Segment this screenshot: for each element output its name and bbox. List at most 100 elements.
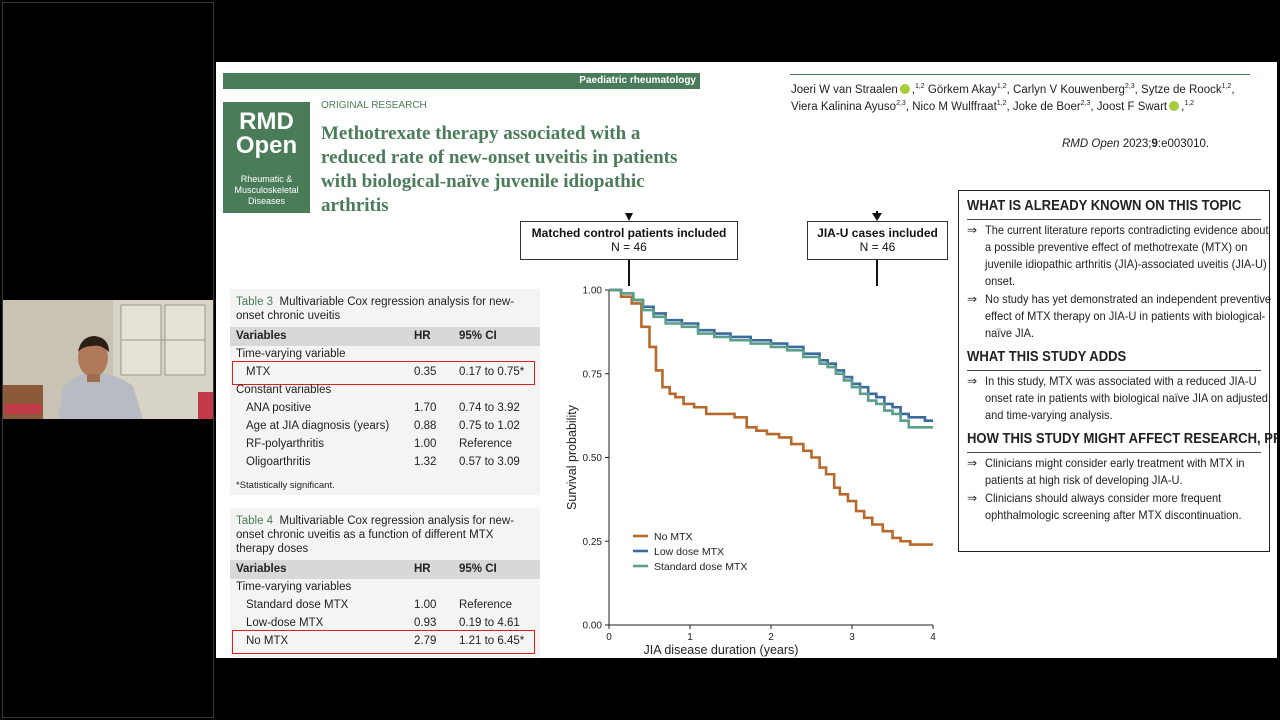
author-entry: Görkem Akay1,2, (927, 83, 1014, 96)
orcid-icon[interactable] (1169, 101, 1180, 112)
table-row: Standard dose MTX 1.00 Reference (230, 597, 540, 615)
row-hr: 0.88 (414, 420, 437, 432)
flow-arrow-left (625, 213, 633, 221)
author-affiliation: 2,3 (1124, 83, 1135, 90)
key-section-heading: WHAT THIS STUDY ADDS (967, 349, 1127, 365)
row-label: Time-varying variables (236, 581, 352, 593)
row-label: RF-polyarthritis (246, 438, 324, 450)
key-section-heading: WHAT IS ALREADY KNOWN ON THIS TOPIC (967, 198, 1242, 214)
flow-connectors (625, 211, 882, 286)
legend-label: Low dose MTX (654, 546, 724, 558)
author-entry: Carlyn V Kouwenberg2,3, (1013, 83, 1142, 96)
table-label: Table 3 (236, 296, 274, 308)
flow-box-cases-n: N = 46 (859, 240, 896, 254)
author-name: Joeri W van Straalen (791, 83, 898, 96)
implies-arrow-icon: ⇒ (967, 456, 978, 470)
table-section-row: Time-varying variables (230, 579, 540, 597)
row-ci: 1.21 to 6.45* (459, 635, 525, 647)
x-axis-title: JIA disease duration (years) (644, 643, 799, 657)
author-affiliation: 1,2 (996, 83, 1007, 90)
table-caption: Table 4 Multivariable Cox regression ana… (230, 508, 540, 556)
author-affiliation: 1,2 (914, 83, 925, 90)
flow-box-cases: JIA-U cases included N = 46 (807, 221, 948, 260)
key-message-text: Clinicians should always consider more f… (985, 491, 1242, 522)
author-entry: Joeri W van Straalen ,1,2 (791, 83, 925, 96)
table-row: Low-dose MTX 0.93 0.19 to 4.61 (230, 615, 540, 633)
webcam-video-feed[interactable] (3, 300, 213, 419)
key-message-item: ⇒ The current literature reports contradi… (967, 222, 1269, 290)
x-tick-label: 3 (849, 632, 855, 643)
table-header: Variables HR 95% CI (230, 327, 540, 346)
column-header: Variables (236, 330, 287, 342)
column-header: 95% CI (459, 563, 497, 575)
key-message-item: ⇒ In this study, MTX was associated with … (967, 373, 1268, 424)
row-label: ANA positive (246, 402, 312, 414)
row-hr: 1.32 (414, 456, 437, 468)
series-line-low-dose-mtx (609, 288, 933, 422)
author-affiliation: 1,2 (996, 100, 1007, 108)
y-tick-label: 0.25 (583, 537, 603, 548)
section-label: Paediatric rheumatology (579, 75, 696, 86)
flow-box-cases-title: JIA-U cases included (817, 226, 938, 240)
author-list: Joeri W van Straalen ,1,2 Görkem Akay1,2,… (791, 80, 1261, 115)
row-ci: 0.74 to 3.92 (459, 402, 520, 414)
implies-arrow-icon: ⇒ (967, 223, 978, 237)
table-header: Variables HR 95% CI (230, 560, 540, 579)
x-tick-label: 0 (606, 632, 612, 643)
row-label: Low-dose MTX (246, 617, 324, 629)
author-affiliation: 1,2 (1221, 83, 1232, 90)
row-label: Time-varying variable (236, 348, 346, 360)
author-name: Joost F Swart (1096, 101, 1168, 114)
row-hr: 1.00 (414, 599, 437, 611)
y-axis-title: Survival probability (565, 404, 579, 510)
author-divider (790, 74, 1250, 75)
logo-subtitle: Rheumatic & Musculoskeletal Diseases (234, 174, 299, 206)
author-affiliation: 2,3 (896, 100, 906, 108)
author-name: Sytze de Roock (1141, 83, 1222, 96)
row-hr: 2.79 (414, 635, 437, 647)
row-ci: 0.17 to 0.75* (459, 366, 525, 378)
citation-article: :e003010. (1157, 138, 1210, 150)
row-label: Oligoarthritis (246, 456, 311, 468)
row-hr: 1.00 (414, 438, 437, 450)
key-message-item: ⇒ Clinicians should always consider more … (967, 490, 1261, 524)
series-line-no-mtx (609, 288, 933, 546)
orcid-icon[interactable] (899, 83, 910, 94)
series-line-standard-dose-mtx (609, 288, 933, 429)
highlight-box (232, 361, 535, 385)
key-message-text: No study has yet demonstrated an indepen… (985, 292, 1272, 340)
author-name: Viera Kalinina Ayuso (791, 101, 897, 114)
table-row: Oligoarthritis 1.32 0.57 to 3.09 (230, 454, 540, 472)
survival-chart: 0.00 0.25 0.50 0.75 1.00 0 1 2 3 4 JIA disease dur… (565, 286, 936, 658)
key-section-heading: HOW THIS STUDY MIGHT AFFECT RESEARCH, PR… (967, 431, 1277, 447)
row-label: Constant variables (236, 384, 332, 396)
row-ci: Reference (459, 438, 513, 450)
row-hr: 0.35 (414, 366, 437, 378)
table-caption-text: Multivariable Cox regression analysis fo… (236, 296, 515, 322)
citation-journal: RMD Open (1062, 138, 1120, 150)
table-row: RF-polyarthritis 1.00 Reference (230, 436, 540, 454)
key-message-item: ⇒ Clinicians might consider early treatme… (967, 455, 1261, 489)
row-hr: 1.70 (414, 402, 437, 414)
heading-rule (967, 219, 1261, 220)
implies-arrow-icon: ⇒ (967, 374, 978, 388)
author-affiliation: 2,3 (1080, 100, 1091, 108)
citation-year: 2023; (1119, 138, 1152, 150)
table-row: Age at JIA diagnosis (years) 0.88 0.75 to … (230, 418, 540, 436)
row-ci: 0.19 to 4.61 (459, 617, 520, 629)
table-label: Table 4 (236, 515, 274, 527)
column-header: HR (414, 330, 431, 342)
y-tick-label: 0.00 (583, 621, 603, 632)
y-tick-label: 1.00 (583, 286, 603, 297)
key-message-item: ⇒ No study has yet demonstrated an indepe… (967, 291, 1271, 342)
logo-line-1: RMD (239, 108, 294, 135)
key-message-text: The current literature reports contradic… (985, 223, 1269, 288)
row-label: Standard dose MTX (246, 599, 349, 611)
article-type: ORIGINAL RESEARCH (321, 100, 427, 111)
key-messages-box: WHAT IS ALREADY KNOWN ON THIS TOPIC ⇒ The … (958, 190, 1277, 552)
author-name: Joke de Boer (1012, 101, 1081, 114)
row-label: MTX (246, 366, 271, 378)
highlight-box (232, 630, 535, 654)
heading-rule (967, 370, 1261, 371)
legend-label: No MTX (654, 531, 693, 543)
